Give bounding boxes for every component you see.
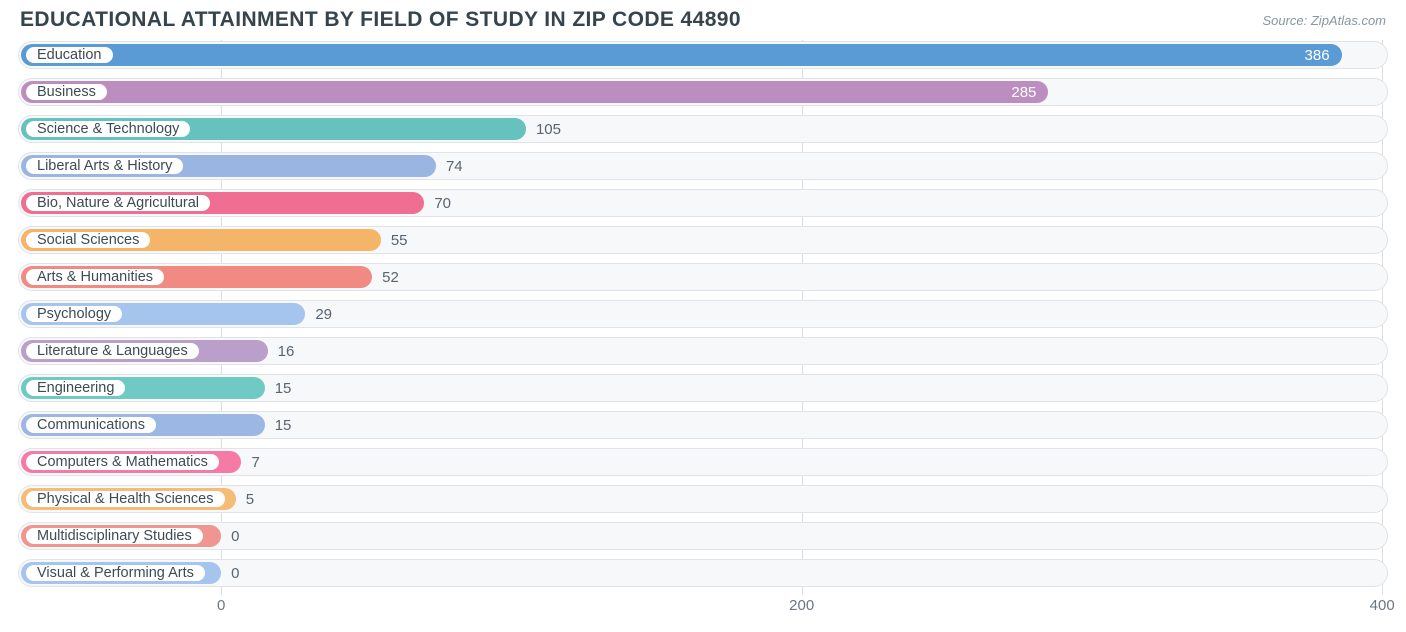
bar-row: Arts & Humanities 52 — [18, 260, 1388, 294]
bar-row: Science & Technology 105 — [18, 112, 1388, 146]
bar-label-pill: Physical & Health Sciences — [24, 489, 227, 509]
bar-value: 5 — [246, 482, 254, 516]
bar-label-pill: Engineering — [24, 378, 127, 398]
bar-label-pill: Communications — [24, 415, 158, 435]
bar-value: 74 — [446, 149, 463, 183]
bar-row: Computers & Mathematics 7 — [18, 445, 1388, 479]
bar-label-pill: Arts & Humanities — [24, 267, 166, 287]
chart-title: EDUCATIONAL ATTAINMENT BY FIELD OF STUDY… — [20, 8, 741, 32]
bar-row: Literature & Languages 16 — [18, 334, 1388, 368]
bar-label-pill: Education — [24, 45, 115, 65]
bar-row: Social Sciences 55 — [18, 223, 1388, 257]
axis-tick-label: 200 — [789, 597, 814, 614]
bar-track — [18, 522, 1388, 550]
bar-value: 285 — [1011, 75, 1036, 109]
bar-label-pill: Literature & Languages — [24, 341, 201, 361]
chart-wrap: Education 386 Business 285 Science & Technol… — [0, 38, 1406, 619]
bar-row: Communications 15 — [18, 408, 1388, 442]
bar-label-pill: Social Sciences — [24, 230, 152, 250]
bar-row: Visual & Performing Arts 0 — [18, 556, 1388, 590]
bar-label-pill: Multidisciplinary Studies — [24, 526, 205, 546]
bar-value: 70 — [434, 186, 451, 220]
chart-header: EDUCATIONAL ATTAINMENT BY FIELD OF STUDY… — [0, 0, 1406, 38]
bar-label-pill: Science & Technology — [24, 119, 192, 139]
bar-value: 386 — [1305, 38, 1330, 72]
bar-value: 52 — [382, 260, 399, 294]
bar-fill — [21, 44, 1342, 66]
bar-row: Engineering 15 — [18, 371, 1388, 405]
bar-row: Psychology 29 — [18, 297, 1388, 331]
bar-value: 16 — [278, 334, 295, 368]
bar-value: 55 — [391, 223, 408, 257]
bar-row: Liberal Arts & History 74 — [18, 149, 1388, 183]
bar-label-pill: Psychology — [24, 304, 124, 324]
bar-label-pill: Visual & Performing Arts — [24, 563, 207, 583]
bar-fill — [21, 81, 1048, 103]
bar-value: 15 — [275, 371, 292, 405]
chart-area: Education 386 Business 285 Science & Technol… — [18, 38, 1388, 590]
bar-label-pill: Liberal Arts & History — [24, 156, 185, 176]
x-axis: 0200400 — [18, 593, 1388, 619]
bar-value: 105 — [536, 112, 561, 146]
bar-value: 0 — [231, 556, 239, 590]
axis-tick-label: 400 — [1370, 597, 1395, 614]
bar-value: 29 — [315, 297, 332, 331]
bar-value: 0 — [231, 519, 239, 553]
bar-label-pill: Computers & Mathematics — [24, 452, 221, 472]
bar-value: 15 — [275, 408, 292, 442]
bar-row: Business 285 — [18, 75, 1388, 109]
bar-row: Bio, Nature & Agricultural 70 — [18, 186, 1388, 220]
bar-row: Multidisciplinary Studies 0 — [18, 519, 1388, 553]
chart-source: Source: ZipAtlas.com — [1262, 13, 1386, 28]
bar-label-pill: Business — [24, 82, 109, 102]
bar-row: Education 386 — [18, 38, 1388, 72]
bar-track — [18, 559, 1388, 587]
bar-value: 7 — [251, 445, 259, 479]
bar-row: Physical & Health Sciences 5 — [18, 482, 1388, 516]
axis-tick-label: 0 — [217, 597, 225, 614]
bar-label-pill: Bio, Nature & Agricultural — [24, 193, 212, 213]
